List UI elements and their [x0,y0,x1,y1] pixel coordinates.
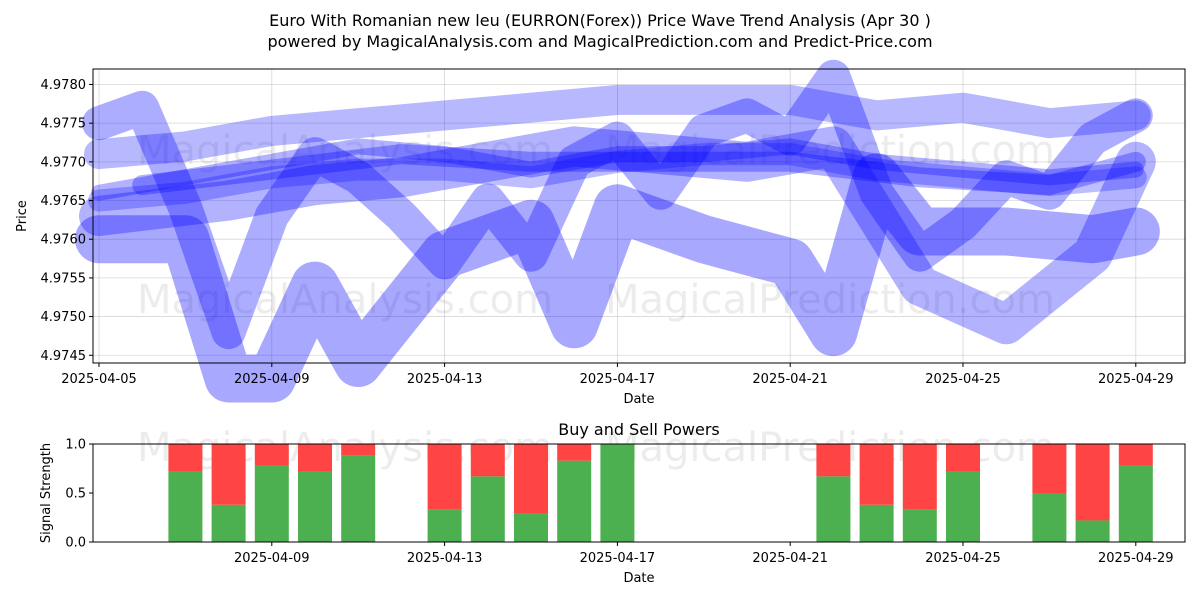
buy-bar [557,460,592,542]
sell-bar [298,444,332,472]
buy-bar [470,476,505,542]
x-tick-label: 2025-04-25 [925,551,1001,566]
price-y-axis-label: Price [15,200,30,232]
price-chart: MagicalAnalysis.com MagicalPrediction.co… [15,59,1186,407]
sell-bar [859,444,894,505]
y-tick-label: 4.9760 [41,233,87,248]
power-x-axis-label: Date [623,571,654,586]
watermark-text: MagicalAnalysis.com [137,128,553,174]
buy-bar [1075,520,1110,542]
chart-title: Euro With Romanian new leu (EURRON(Forex… [269,11,931,30]
price-plot-area [93,69,1185,363]
y-tick-label: 4.9780 [41,78,87,93]
x-tick-label: 2025-04-05 [61,372,137,387]
chart-subtitle: powered by MagicalAnalysis.com and Magic… [267,32,932,51]
buy-bar [816,476,851,542]
y-tick-label: 4.9770 [41,155,87,170]
sell-bar [946,444,980,472]
watermark-text: MagicalAnalysis.com [137,277,553,323]
power-y-axis-label: Signal Strength [39,443,54,543]
price-wave-series-1 [91,138,1144,201]
sell-bar [427,444,462,510]
buy-bar [298,471,332,542]
buy-bar [1032,493,1067,542]
price-y-ticks: 4.9745 4.9750 4.9755 4.9760 4.9765 4.9770 4.97… [41,78,93,364]
power-chart: Buy and Sell Powers MagicalAnalysis.com … [39,420,1186,586]
x-tick-label: 2025-04-29 [1098,551,1174,566]
price-x-ticks: 2025-04-05 2025-04-09 2025-04-13 2025-04-17… [61,363,1174,387]
y-tick-label: 4.9765 [41,194,87,209]
buy-bar [902,509,937,542]
watermark-text: MagicalPrediction.com [605,277,1055,323]
y-tick-label: 1.0 [65,438,86,453]
power-y-ticks: 0.0 0.5 1.0 [65,438,93,551]
x-tick-label: 2025-04-29 [1098,372,1174,387]
price-plot-frame [92,68,1186,364]
buy-bar [946,471,980,542]
price-wave-series-7 [132,144,1146,196]
buy-bar [341,455,376,542]
sell-bar [470,444,505,477]
x-tick-label: 2025-04-25 [925,372,1001,387]
sell-bar [902,444,937,510]
x-tick-label: 2025-04-09 [234,372,310,387]
y-tick-label: 4.9750 [41,310,87,325]
sell-bar [514,444,548,514]
x-tick-label: 2025-04-09 [234,551,310,566]
buy-bar [427,509,462,542]
price-wave-series-2 [88,143,1147,212]
sell-bar [1032,444,1067,493]
price-grid [93,69,1185,363]
x-tick-label: 2025-04-17 [580,551,656,566]
buy-bar [1118,465,1153,542]
buy-bar [168,471,203,542]
sell-bar [557,444,592,461]
buy-bar [254,465,289,542]
price-watermarks: MagicalAnalysis.com MagicalPrediction.co… [137,128,1055,323]
watermark-text: MagicalPrediction.com [605,128,1055,174]
sell-bar [341,444,376,456]
y-tick-label: 0.0 [65,536,86,551]
power-bars [168,444,1153,542]
power-x-ticks: 2025-04-09 2025-04-13 2025-04-17 2025-04-21… [234,542,1174,566]
price-wave-series-4 [75,153,1160,403]
price-x-axis-label: Date [623,392,654,407]
price-wave-series-5 [84,84,1151,170]
buy-bar [859,504,894,542]
x-tick-label: 2025-04-21 [752,551,828,566]
sell-bar [254,444,289,466]
x-tick-label: 2025-04-17 [580,372,656,387]
buy-bar [600,444,635,542]
x-tick-label: 2025-04-21 [752,372,828,387]
sell-bar [1075,444,1110,521]
x-tick-label: 2025-04-13 [407,551,483,566]
y-tick-label: 4.9745 [41,349,87,364]
y-tick-label: 4.9775 [41,117,87,132]
y-tick-label: 0.5 [65,487,86,502]
x-tick-label: 2025-04-13 [407,372,483,387]
buy-bar [211,504,246,542]
price-wave-series-6 [79,126,1156,345]
sell-bar [211,444,246,505]
buy-bar [514,513,548,542]
power-chart-title: Buy and Sell Powers [558,420,720,439]
price-series [75,59,1160,403]
sell-bar [816,444,851,477]
sell-bar [1118,444,1153,466]
y-tick-label: 4.9755 [41,271,87,286]
price-wave-series-3 [82,59,1153,350]
sell-bar [168,444,203,472]
